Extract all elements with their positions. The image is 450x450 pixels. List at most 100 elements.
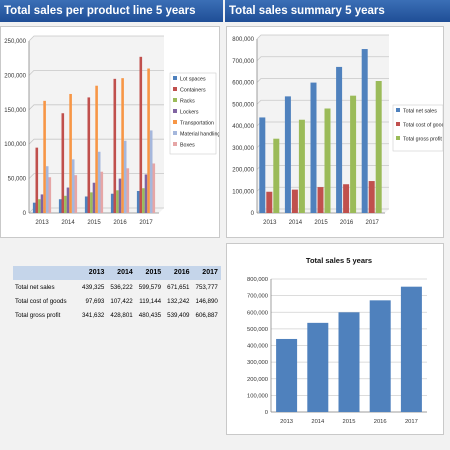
gridline — [28, 138, 164, 145]
y-tick-label: 100,000 — [247, 393, 268, 399]
table-cell: 146,890 — [195, 297, 218, 305]
bar — [123, 140, 127, 213]
bar — [71, 159, 75, 213]
bar — [126, 168, 130, 213]
column-header: 2015 — [135, 266, 165, 280]
table-cell: 428,801 — [110, 311, 133, 319]
bar — [149, 130, 153, 213]
legend-box — [169, 72, 217, 155]
x-tick-label: 2013 — [280, 419, 293, 425]
x-tick-label: 2013 — [35, 220, 49, 226]
legend-label: Racks — [180, 99, 195, 105]
row-label: Total net sales — [13, 279, 79, 294]
y-tick-label: 100,000 — [4, 142, 26, 148]
y-tick-label: 0 — [23, 211, 27, 217]
gridline — [256, 99, 389, 105]
x-tick-label: 2015 — [87, 220, 101, 226]
x-tick-label: 2014 — [61, 220, 75, 226]
bar — [74, 175, 78, 213]
summary-chart: 0 100,000 200,000 300,000 400,000 500,000 600,… — [232, 34, 448, 226]
bar — [32, 202, 36, 213]
y-tick-label: 0 — [265, 410, 268, 416]
bar — [375, 81, 382, 213]
legend-swatch — [173, 109, 177, 113]
y-tick-label: 300,000 — [232, 146, 254, 152]
column-header: 2017 — [192, 266, 221, 280]
column-header: 2014 — [107, 266, 136, 280]
legend-swatch — [173, 120, 177, 124]
total-sales-chart-card: 0 100,000 200,000 300,000 400,000 500,000 600,… — [226, 243, 444, 435]
y-tick-label: 400,000 — [247, 344, 268, 350]
x-tick-label: 2013 — [263, 220, 277, 226]
bar — [90, 192, 93, 213]
legend-swatch — [396, 108, 400, 112]
bar — [84, 196, 88, 213]
bar — [291, 189, 298, 213]
summary-chart-card: 0 100,000 200,000 300,000 400,000 500,000 600,… — [226, 26, 448, 238]
bar — [43, 100, 46, 213]
table-cell: 107,422 — [110, 297, 133, 305]
bar — [92, 182, 96, 213]
legend-swatch — [396, 136, 400, 140]
bar — [266, 191, 273, 213]
y-tick-label: 250,000 — [4, 39, 26, 45]
column-header: 2016 — [164, 266, 193, 280]
legend-label: Containers — [180, 88, 206, 94]
y-tick-label: 600,000 — [232, 81, 254, 87]
gridline — [256, 78, 389, 83]
chart-title: Total sales 5 years — [306, 256, 372, 265]
legend-swatch — [173, 131, 177, 135]
legend-label: Total net sales — [403, 109, 437, 115]
table-cell: 753,777 — [192, 279, 221, 294]
bar — [64, 195, 67, 213]
table-row: Total cost of goods 97,693 107,422 119,1… — [13, 294, 221, 308]
gridline — [28, 70, 164, 76]
bar — [142, 188, 145, 213]
total-sales-chart: 0 100,000 200,000 300,000 400,000 500,000 600,… — [247, 256, 427, 425]
bar — [338, 312, 360, 412]
bar — [350, 95, 357, 213]
bar — [298, 119, 305, 213]
gridline — [256, 34, 389, 40]
y-tick-label: 150,000 — [4, 108, 26, 114]
bar — [110, 193, 114, 213]
bar — [61, 113, 65, 213]
legend-label: Total gross profit — [403, 137, 442, 143]
x-tick-label: 2015 — [314, 220, 328, 226]
panel-header-product-line: Total sales per product line 5 years — [0, 0, 223, 22]
legend-label: Boxes — [180, 143, 195, 149]
table-cell: 599,579 — [135, 279, 165, 294]
table-cell: 97,693 — [85, 297, 105, 305]
table-corner — [13, 266, 79, 280]
legend-label: Transportation — [180, 121, 214, 127]
bar — [310, 82, 317, 213]
bar — [336, 66, 343, 213]
table-cell: 606,887 — [195, 311, 218, 319]
product-line-chart-card: 0 50,000 100,000 150,000 200,000 250,000 2013 2… — [0, 26, 220, 238]
bar — [87, 97, 91, 213]
y-tick-label: 200,000 — [4, 73, 26, 79]
x-tick-label: 2014 — [289, 220, 303, 226]
x-tick-label: 2015 — [343, 419, 356, 425]
bar — [361, 49, 368, 214]
bar — [317, 187, 324, 213]
x-tick-label: 2017 — [366, 220, 380, 226]
bar — [118, 178, 122, 213]
bar — [147, 68, 150, 213]
bar — [38, 199, 41, 213]
x-tick-label: 2017 — [405, 419, 418, 425]
bar — [58, 199, 62, 213]
y-tick-label: 300,000 — [247, 360, 268, 366]
bar — [113, 78, 117, 213]
table-cell: 536,222 — [107, 279, 136, 294]
legend-swatch — [173, 98, 177, 102]
bar — [259, 117, 266, 213]
gridline — [28, 104, 164, 111]
summary-table: 2013 2014 2015 2016 2017 Total net sales… — [13, 266, 221, 322]
x-tick-label: 2017 — [139, 220, 153, 226]
y-tick-label: 700,000 — [232, 59, 254, 65]
bar — [40, 194, 44, 213]
bar — [324, 108, 331, 213]
bar — [273, 138, 280, 213]
y-tick-label: 500,000 — [232, 102, 254, 108]
